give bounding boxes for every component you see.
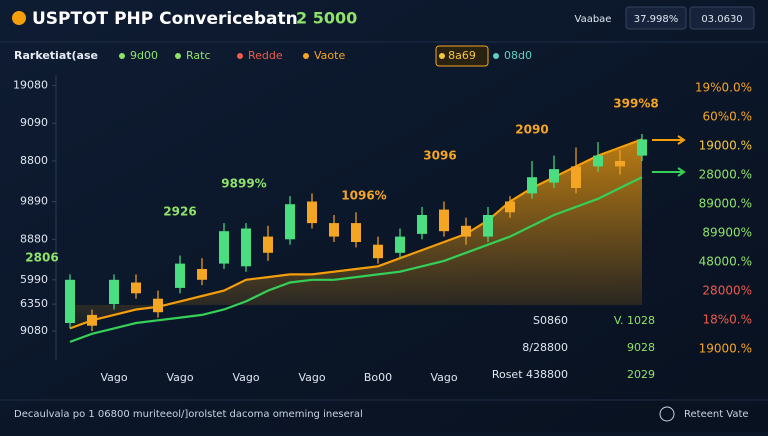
x-tick-label: Vago — [166, 371, 193, 384]
title-value: 2 5000 — [296, 9, 357, 28]
candle-body — [241, 228, 251, 267]
legend-dot — [237, 53, 243, 59]
x-tick-label: Vago — [100, 371, 127, 384]
logo — [12, 11, 26, 25]
candle-body — [527, 177, 537, 194]
y-tick-label: 19080 — [13, 78, 48, 91]
legend-label: Rarketiat(ase — [14, 49, 98, 62]
candle-body — [505, 201, 515, 213]
legend-label: Vaote — [314, 49, 345, 62]
candle-body — [571, 166, 581, 188]
candle-body — [483, 215, 493, 237]
candle-body — [131, 282, 141, 294]
table-label: S0860 — [533, 314, 568, 327]
y-tick-label: 9890 — [20, 195, 48, 208]
candle-body — [637, 139, 647, 156]
legend-label: 08d0 — [504, 49, 532, 62]
arrow — [652, 135, 686, 145]
y-tick-label: 5990 — [20, 273, 48, 286]
side-label: 28000% — [702, 284, 752, 298]
candle-body — [373, 244, 383, 259]
side-label: 19%0.0% — [695, 81, 752, 95]
candle-body — [263, 236, 273, 253]
candle-body — [285, 204, 295, 240]
x-tick-label: Bo00 — [364, 371, 392, 384]
title: USPTOT PHP Convericebatn — [32, 9, 298, 29]
y-tick-label: 9090 — [20, 116, 48, 129]
candle-body — [87, 314, 97, 326]
legend-label: 8a69 — [448, 49, 476, 62]
side-label: 89900% — [702, 226, 752, 240]
side-label: 48000.% — [699, 255, 752, 269]
legend-label: Ratc — [186, 49, 211, 62]
y-tick-label: 9080 — [20, 324, 48, 337]
header-button-label: 37.998% — [634, 14, 679, 25]
header-button[interactable] — [689, 6, 755, 30]
footer-right: Reteent Vate — [684, 409, 749, 420]
x-tick-label: Vago — [298, 371, 325, 384]
annotation: 3096 — [423, 149, 456, 163]
annotation: 2926 — [163, 205, 196, 219]
legend-dot — [119, 53, 125, 59]
annotation: 399%8 — [613, 97, 658, 111]
candle-body — [153, 298, 163, 313]
candle-body — [351, 223, 361, 242]
x-tick-label: Vago — [430, 371, 457, 384]
y-tick-label: 6350 — [20, 297, 48, 310]
candle-body — [109, 279, 119, 305]
candle-body — [549, 169, 559, 183]
candle-body — [615, 161, 625, 167]
table-value: V. 1028 — [614, 314, 655, 327]
candle-body — [329, 223, 339, 237]
annotation: 9899% — [221, 177, 266, 191]
candle-body — [395, 236, 405, 253]
side-label: 19000.% — [699, 342, 752, 356]
legend-dot — [439, 53, 445, 59]
side-label: 89000.% — [699, 197, 752, 211]
header-button-label: 03.0630 — [701, 14, 742, 25]
y-tick-label: 8880 — [20, 232, 48, 245]
x-tick-label: Vago — [232, 371, 259, 384]
y-tick-label: 8800 — [20, 154, 48, 167]
legend-dot — [493, 53, 499, 59]
legend-dot — [303, 53, 309, 59]
candle-body — [439, 209, 449, 232]
legend-dot — [175, 53, 181, 59]
side-label: 60%0.% — [702, 110, 752, 124]
candle-body — [307, 201, 317, 224]
table-label: 8/28800 — [522, 341, 568, 354]
area — [70, 139, 642, 329]
line — [69, 138, 643, 330]
legend-label: Redde — [248, 49, 283, 62]
candle-body — [593, 155, 603, 167]
candle-body — [219, 231, 229, 264]
candle-body — [197, 269, 207, 280]
side-label: 19000.% — [699, 139, 752, 153]
side-label: 18%0.% — [702, 313, 752, 327]
arrow — [652, 167, 686, 177]
footer-text: Decaulvala po 1 06800 muriteeol/]orolste… — [14, 409, 363, 420]
annotation: 2806 — [25, 251, 58, 265]
candle-body — [417, 215, 427, 234]
table-value: 9028 — [627, 341, 655, 354]
header-button-label: Vaabae — [575, 14, 612, 25]
line — [69, 176, 643, 343]
legend-label: 9d00 — [130, 49, 158, 62]
header-button[interactable] — [625, 6, 687, 30]
footer-icon — [659, 406, 675, 422]
candle-body — [175, 263, 185, 288]
legend-button[interactable] — [435, 45, 489, 67]
side-label: 28000.% — [699, 168, 752, 182]
annotation: 2090 — [515, 123, 548, 137]
candle-body — [461, 225, 471, 237]
table-label: Roset 438800 — [492, 368, 568, 381]
annotation: 1096% — [341, 189, 386, 203]
table-value: 2029 — [627, 368, 655, 381]
candle-body — [65, 279, 75, 323]
